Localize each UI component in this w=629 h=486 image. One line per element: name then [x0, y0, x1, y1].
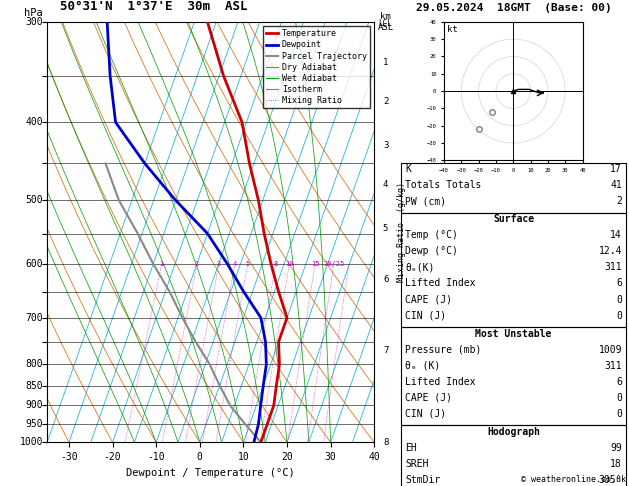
Text: 6: 6 — [383, 275, 388, 284]
Text: 14: 14 — [610, 230, 622, 241]
Text: 6: 6 — [616, 377, 622, 387]
Text: 29.05.2024  18GMT  (Base: 00): 29.05.2024 18GMT (Base: 00) — [416, 3, 611, 13]
Text: Temp (°C): Temp (°C) — [405, 230, 458, 241]
Text: 8: 8 — [383, 438, 388, 447]
Text: 4: 4 — [383, 180, 388, 189]
Text: 305°: 305° — [599, 475, 622, 485]
Text: 0: 0 — [616, 295, 622, 305]
Text: 950: 950 — [26, 419, 43, 429]
Text: Hodograph: Hodograph — [487, 427, 540, 437]
Text: 850: 850 — [26, 381, 43, 391]
Text: Most Unstable: Most Unstable — [476, 329, 552, 339]
Text: 1000: 1000 — [19, 437, 43, 447]
Text: 4: 4 — [233, 261, 237, 267]
Text: 400: 400 — [26, 117, 43, 127]
Text: 0: 0 — [616, 311, 622, 321]
Text: 17: 17 — [610, 164, 622, 174]
Text: ASL: ASL — [377, 22, 394, 32]
Text: 2: 2 — [616, 196, 622, 207]
Text: 6: 6 — [616, 278, 622, 289]
Text: 50°31'N  1°37'E  30m  ASL: 50°31'N 1°37'E 30m ASL — [60, 0, 247, 13]
Text: 5: 5 — [383, 224, 388, 233]
Text: Totals Totals: Totals Totals — [405, 180, 481, 191]
Text: 20/25: 20/25 — [323, 261, 345, 267]
Text: 7: 7 — [383, 346, 388, 355]
Legend: Temperature, Dewpoint, Parcel Trajectory, Dry Adiabat, Wet Adiabat, Isotherm, Mi: Temperature, Dewpoint, Parcel Trajectory… — [262, 26, 370, 108]
Text: 18: 18 — [610, 459, 622, 469]
Text: 600: 600 — [26, 259, 43, 269]
Text: 41: 41 — [610, 180, 622, 191]
Text: K: K — [405, 164, 411, 174]
Text: 3: 3 — [217, 261, 221, 267]
Text: © weatheronline.co.uk: © weatheronline.co.uk — [521, 474, 626, 484]
Text: CIN (J): CIN (J) — [405, 409, 446, 419]
Text: PW (cm): PW (cm) — [405, 196, 446, 207]
Text: Surface: Surface — [493, 214, 534, 225]
Text: Dewp (°C): Dewp (°C) — [405, 246, 458, 257]
Text: 900: 900 — [26, 400, 43, 411]
Text: θₑ(K): θₑ(K) — [405, 262, 435, 273]
Text: 300: 300 — [26, 17, 43, 27]
X-axis label: Dewpoint / Temperature (°C): Dewpoint / Temperature (°C) — [126, 468, 295, 478]
Text: 500: 500 — [26, 195, 43, 205]
Text: 3: 3 — [383, 141, 388, 150]
Text: 2: 2 — [195, 261, 199, 267]
Text: 1: 1 — [160, 261, 164, 267]
Text: 10: 10 — [285, 261, 294, 267]
Text: CAPE (J): CAPE (J) — [405, 393, 452, 403]
Text: 700: 700 — [26, 312, 43, 323]
Text: kt: kt — [447, 25, 458, 34]
Text: 800: 800 — [26, 359, 43, 369]
Text: 0: 0 — [616, 393, 622, 403]
Text: km: km — [380, 12, 391, 21]
Text: 1009: 1009 — [599, 345, 622, 355]
Text: CAPE (J): CAPE (J) — [405, 295, 452, 305]
Text: Lifted Index: Lifted Index — [405, 278, 476, 289]
Text: 2: 2 — [383, 98, 388, 106]
Text: 5: 5 — [245, 261, 250, 267]
Text: Pressure (mb): Pressure (mb) — [405, 345, 481, 355]
Text: 311: 311 — [604, 262, 622, 273]
Text: 311: 311 — [604, 361, 622, 371]
Text: LCL: LCL — [379, 19, 392, 28]
Text: CIN (J): CIN (J) — [405, 311, 446, 321]
Text: 99: 99 — [610, 443, 622, 453]
Text: 1: 1 — [383, 58, 388, 67]
Text: Lifted Index: Lifted Index — [405, 377, 476, 387]
Text: 15: 15 — [311, 261, 320, 267]
Text: 12.4: 12.4 — [599, 246, 622, 257]
Text: EH: EH — [405, 443, 417, 453]
Text: 8: 8 — [274, 261, 278, 267]
Text: hPa: hPa — [25, 8, 43, 17]
Text: Mixing Ratio  (g/kg): Mixing Ratio (g/kg) — [397, 182, 406, 282]
Text: 0: 0 — [616, 409, 622, 419]
Text: StmDir: StmDir — [405, 475, 440, 485]
Text: SREH: SREH — [405, 459, 428, 469]
Text: θₑ (K): θₑ (K) — [405, 361, 440, 371]
